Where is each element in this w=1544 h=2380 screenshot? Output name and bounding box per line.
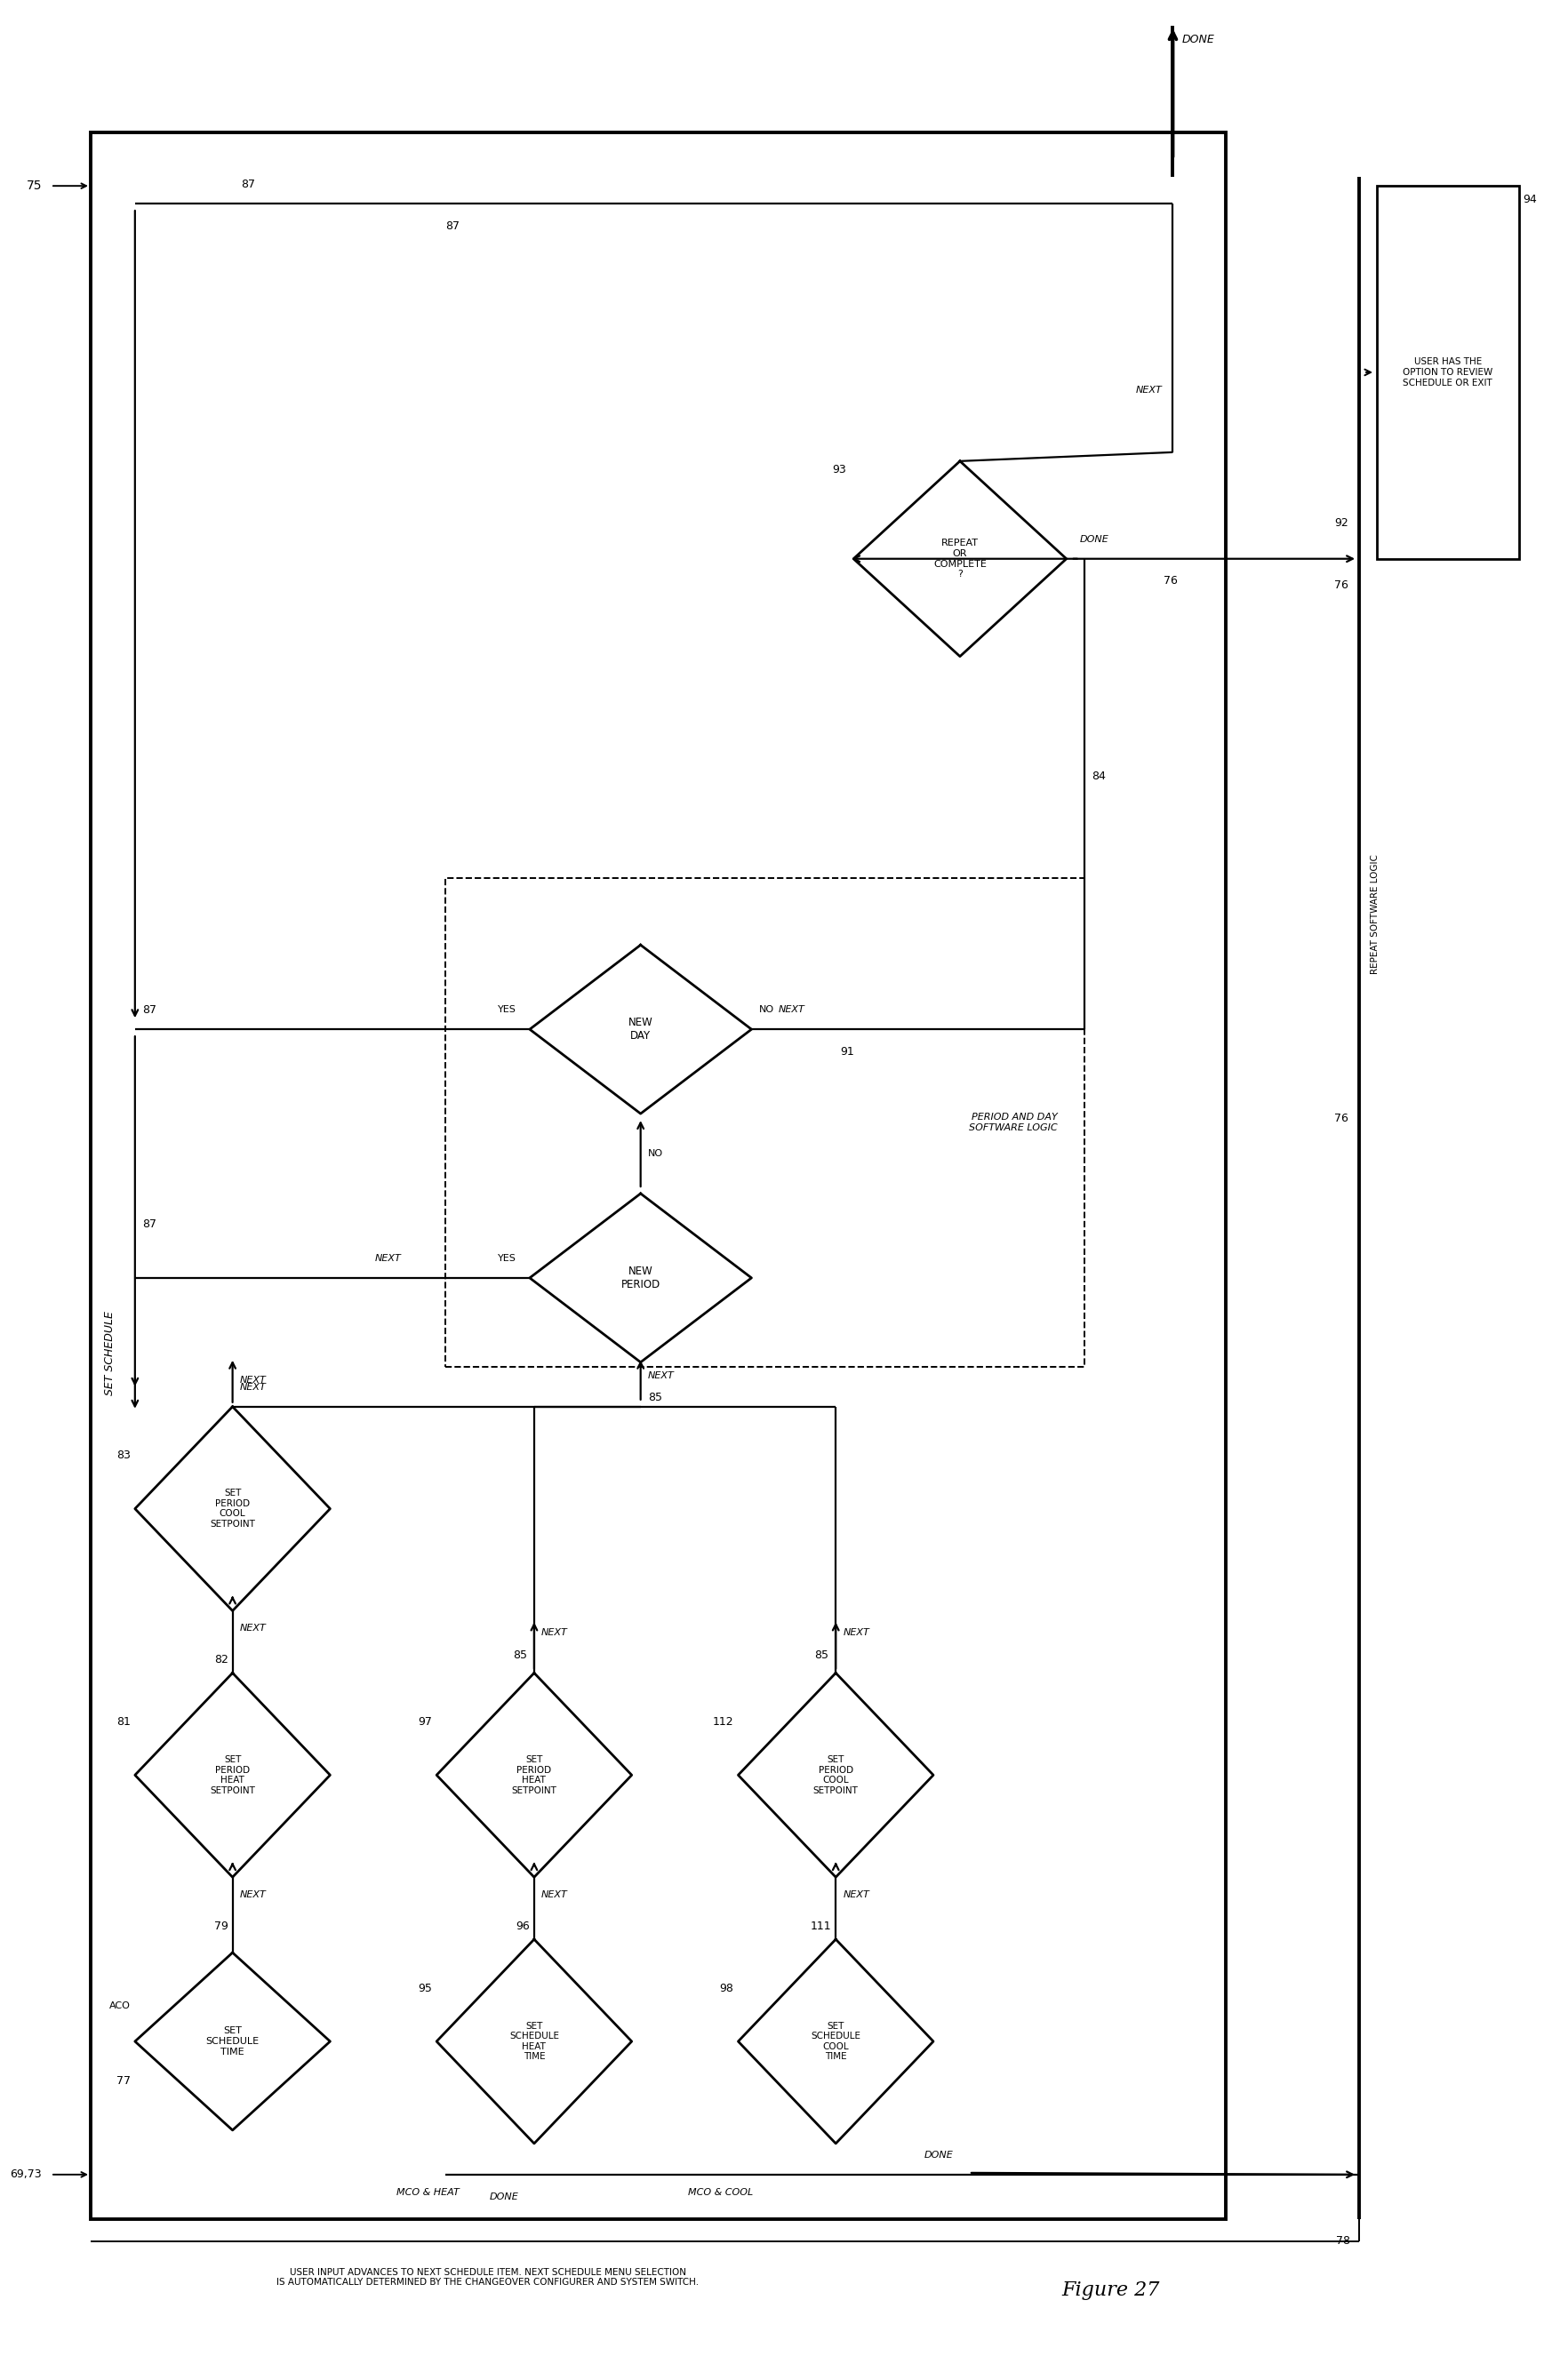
Text: SET
SCHEDULE
COOL
TIME: SET SCHEDULE COOL TIME [811,2021,860,2061]
Text: 111: 111 [811,1921,831,1933]
Text: 84: 84 [1092,771,1106,783]
Polygon shape [134,1407,330,1611]
Polygon shape [738,1673,933,1878]
Text: 97: 97 [418,1716,432,1728]
Text: NEXT: NEXT [778,1004,804,1014]
Text: 76: 76 [1164,576,1178,588]
Text: DONE: DONE [925,2152,954,2159]
Text: SET
PERIOD
HEAT
SETPOINT: SET PERIOD HEAT SETPOINT [210,1754,255,1795]
Text: SET
PERIOD
COOL
SETPOINT: SET PERIOD COOL SETPOINT [814,1754,858,1795]
Text: 96: 96 [516,1921,530,1933]
Text: USER HAS THE
OPTION TO REVIEW
SCHEDULE OR EXIT: USER HAS THE OPTION TO REVIEW SCHEDULE O… [1403,357,1493,388]
Text: MCO & HEAT: MCO & HEAT [397,2187,459,2197]
Text: 87: 87 [142,1004,156,1016]
Text: 87: 87 [142,1219,156,1230]
Text: 95: 95 [418,1983,432,1994]
Polygon shape [134,1952,330,2130]
Text: 94: 94 [1524,193,1538,205]
Polygon shape [134,1673,330,1878]
Text: NEXT: NEXT [239,1623,266,1633]
Text: NEXT: NEXT [647,1371,675,1380]
Text: NEXT: NEXT [239,1890,266,1899]
Polygon shape [854,462,1067,657]
Bar [1377,186,1519,559]
Text: DONE: DONE [1181,33,1215,45]
Text: NEXT: NEXT [1136,386,1163,395]
Text: 98: 98 [720,1983,733,1994]
Text: NEXT: NEXT [239,1376,266,1385]
Text: SET
PERIOD
COOL
SETPOINT: SET PERIOD COOL SETPOINT [210,1490,255,1528]
Polygon shape [530,1192,752,1361]
Text: DONE: DONE [1079,536,1109,543]
Polygon shape [437,1673,631,1878]
Text: Figure 27: Figure 27 [1062,2280,1160,2299]
Text: 76: 76 [1334,1111,1348,1123]
Text: 69,73: 69,73 [11,2168,42,2180]
Text: SET
PERIOD
HEAT
SETPOINT: SET PERIOD HEAT SETPOINT [511,1754,557,1795]
Text: NEXT: NEXT [843,1890,869,1899]
Text: SET
SCHEDULE
TIME: SET SCHEDULE TIME [205,2028,259,2056]
Text: NEW
PERIOD: NEW PERIOD [621,1266,661,1290]
Text: MCO & COOL: MCO & COOL [689,2187,753,2197]
Text: NEXT: NEXT [843,1628,869,1637]
Text: SET SCHEDULE: SET SCHEDULE [105,1311,116,1395]
Text: NEW
DAY: NEW DAY [628,1016,653,1042]
Text: 81: 81 [116,1716,131,1728]
Text: 79: 79 [215,1921,229,1933]
Text: NO: NO [647,1150,662,1159]
Text: NO: NO [758,1004,774,1014]
Text: SET
SCHEDULE
HEAT
TIME: SET SCHEDULE HEAT TIME [510,2021,559,2061]
Text: 78: 78 [1336,2235,1351,2247]
Polygon shape [530,945,752,1114]
Polygon shape [738,1940,933,2144]
Text: REPEAT
OR
COMPLETE
?: REPEAT OR COMPLETE ? [933,538,987,578]
Bar [445,878,1084,1366]
Text: 85: 85 [513,1649,527,1661]
Text: USER INPUT ADVANCES TO NEXT SCHEDULE ITEM. NEXT SCHEDULE MENU SELECTION
IS AUTOM: USER INPUT ADVANCES TO NEXT SCHEDULE ITE… [276,2268,699,2287]
Text: 77: 77 [116,2075,131,2087]
Text: ACO: ACO [110,2002,131,2011]
Polygon shape [437,1940,631,2144]
Text: 75: 75 [26,178,42,193]
Text: 87: 87 [445,219,460,231]
Text: REPEAT SOFTWARE LOGIC: REPEAT SOFTWARE LOGIC [1371,854,1379,973]
Text: YES: YES [497,1254,516,1264]
Text: 83: 83 [116,1449,131,1461]
Text: NEXT: NEXT [239,1383,266,1392]
Bar [91,133,1226,2218]
Text: 91: 91 [840,1045,854,1057]
Text: PERIOD AND DAY
SOFTWARE LOGIC: PERIOD AND DAY SOFTWARE LOGIC [970,1114,1058,1133]
Text: 92: 92 [1334,516,1348,528]
Text: YES: YES [497,1004,516,1014]
Text: 76: 76 [1334,581,1348,590]
Text: 85: 85 [814,1649,829,1661]
Text: 112: 112 [713,1716,733,1728]
Text: NEXT: NEXT [542,1628,568,1637]
Text: NEXT: NEXT [542,1890,568,1899]
Text: 85: 85 [647,1392,662,1404]
Text: NEXT: NEXT [375,1254,401,1264]
Text: 93: 93 [832,464,846,476]
Text: DONE: DONE [489,2192,519,2202]
Text: 87: 87 [241,178,256,190]
Text: 82: 82 [215,1654,229,1666]
